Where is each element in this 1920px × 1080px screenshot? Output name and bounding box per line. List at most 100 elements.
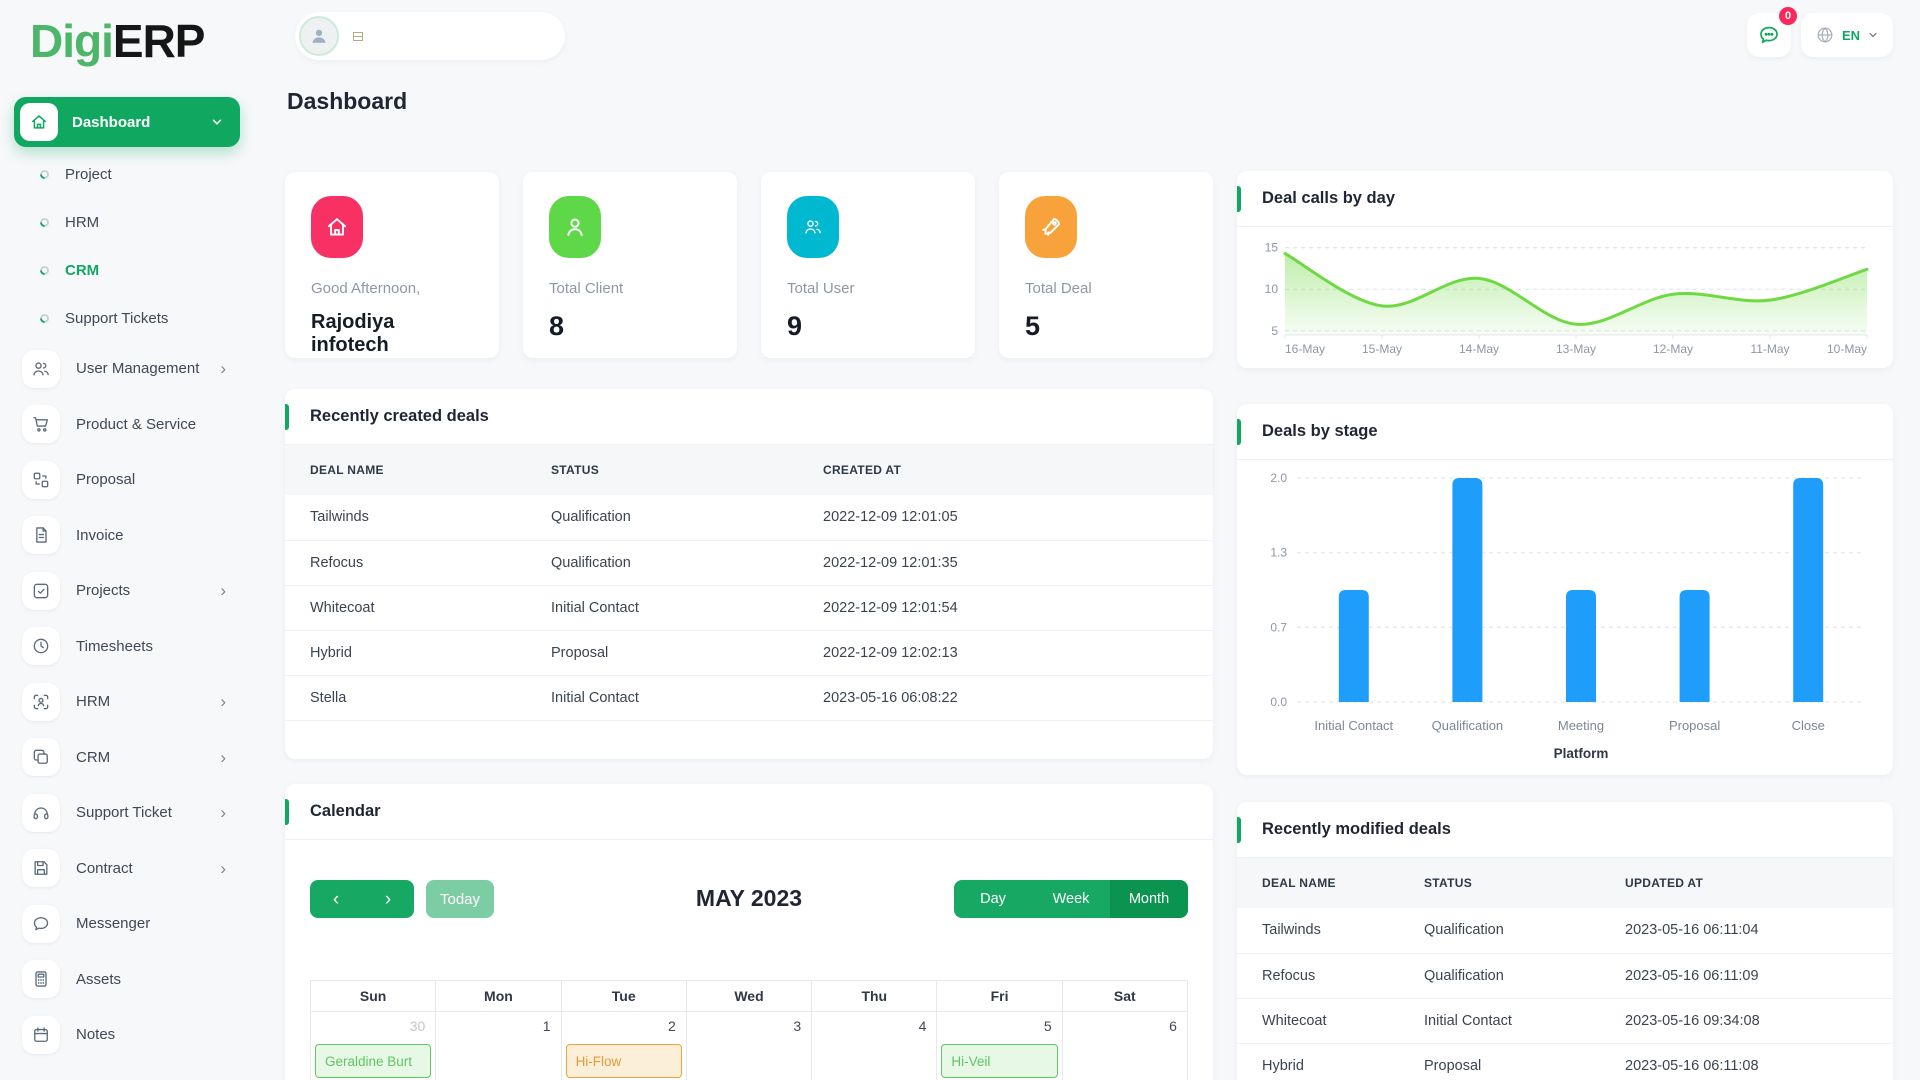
notes-icon xyxy=(22,1015,60,1054)
recently-modified-deals-card: Recently modified deals Deal name Status U… xyxy=(1237,802,1893,1080)
recently-created-deals-card: Recently created deals Deal name Status Cr… xyxy=(285,389,1213,759)
calendar-day-cell: 1 xyxy=(436,1012,562,1080)
calendar-toolbar: ‹ › Today MAY 2023 Day Week Month xyxy=(310,880,1188,918)
notification-badge: 0 xyxy=(1779,7,1797,25)
sidebar-subitem-label: HRM xyxy=(65,213,100,231)
chevron-right-icon: › xyxy=(220,747,226,767)
sidebar-item[interactable]: Messenger › xyxy=(0,896,262,952)
sidebar-item[interactable]: Contract › xyxy=(0,841,262,897)
logo-text-secondary: ERP xyxy=(112,15,206,67)
sidebar-item[interactable]: Invoice › xyxy=(0,508,262,564)
chevron-right-icon: › xyxy=(220,692,226,712)
calendar-day-cell: 3 xyxy=(687,1012,813,1080)
sidebar-item-label: Projects xyxy=(76,582,131,600)
day-header: Mon xyxy=(436,981,562,1011)
table-row[interactable]: Tailwinds Qualification 2022-12-09 12:01… xyxy=(285,495,1213,541)
day-header: Sat xyxy=(1113,988,1136,1004)
users-icon xyxy=(787,196,839,258)
language-selector[interactable]: EN xyxy=(1801,13,1893,57)
sidebar-item-label: HRM xyxy=(76,693,111,711)
updated-at-cell: 2023-05-16 06:11:04 xyxy=(1600,908,1893,954)
messages-button[interactable]: 0 xyxy=(1747,7,1797,57)
app-logo[interactable]: DigiERP xyxy=(30,14,206,68)
table-header-row: Deal name Status Created at xyxy=(285,445,1213,495)
day-number: 6 xyxy=(1169,1018,1177,1034)
day-number: 30 xyxy=(409,1018,426,1034)
company-logo-broken-image xyxy=(353,31,363,41)
timesheets-icon xyxy=(22,627,60,666)
recently-created-deals-table: Deal name Status Created at Tailwinds Qual… xyxy=(285,445,1213,721)
topbar-actions: 0 EN xyxy=(1747,7,1893,57)
updated-at-cell: 2023-05-16 09:34:08 xyxy=(1600,998,1893,1044)
column-header: Status xyxy=(526,445,798,495)
calendar-event[interactable]: Hi-Flow xyxy=(565,1044,682,1078)
status-cell: Qualification xyxy=(1399,908,1600,954)
sidebar-subitem[interactable]: Support Tickets xyxy=(0,294,262,342)
cart-icon xyxy=(22,405,60,444)
users-icon xyxy=(22,349,60,388)
table-row[interactable]: Refocus Qualification 2022-12-09 12:01:3… xyxy=(285,540,1213,586)
status-cell: Initial Contact xyxy=(1399,998,1600,1044)
invoice-icon xyxy=(22,516,60,555)
table-body: Tailwinds Qualification 2023-05-16 06:11… xyxy=(1237,908,1893,1080)
sidebar-item[interactable]: Assets › xyxy=(0,952,262,1008)
table-row[interactable]: Whitecoat Initial Contact 2023-05-16 09:… xyxy=(1237,998,1893,1044)
calendar-event[interactable]: Geraldine Burt xyxy=(315,1044,432,1078)
view-button[interactable]: Month xyxy=(1110,880,1188,918)
sidebar-item[interactable]: HRM › xyxy=(0,674,262,730)
svg-text:12-May: 12-May xyxy=(1653,342,1693,356)
calendar-event[interactable]: Hi-Veil xyxy=(941,1044,1058,1078)
globe-icon xyxy=(1815,25,1835,45)
svg-text:1.3: 1.3 xyxy=(1270,546,1287,560)
view-button[interactable]: Week xyxy=(1032,880,1110,918)
sidebar-subitem[interactable]: HRM xyxy=(0,198,262,246)
sidebar-item[interactable]: User Management › xyxy=(0,341,262,397)
profile-menu-button[interactable] xyxy=(295,12,565,60)
sidebar-item-label: Timesheets xyxy=(76,637,153,655)
sidebar-item-dashboard[interactable]: Dashboard xyxy=(14,97,240,147)
sidebar: DigiERP Dashboard Project HRM CRM xyxy=(0,0,262,1080)
stat-card: Total Client 8 xyxy=(523,172,737,358)
next-month-button[interactable]: › xyxy=(362,880,414,918)
calendar-week-row: 30 Geraldine Burt 1 2 Hi-Flow xyxy=(311,1012,1187,1080)
hrm-icon xyxy=(22,682,60,721)
crm-icon xyxy=(22,738,60,777)
deal-name-cell: Whitecoat xyxy=(1237,998,1399,1044)
today-button[interactable]: Today xyxy=(426,880,494,918)
calendar-day-cell: 2 Hi-Flow xyxy=(562,1012,687,1080)
sidebar-subitem[interactable]: CRM xyxy=(0,246,262,294)
status-cell: Proposal xyxy=(1399,1043,1600,1080)
svg-text:0.7: 0.7 xyxy=(1270,620,1287,634)
sidebar-subitem-label: CRM xyxy=(65,261,100,279)
bullet-icon xyxy=(38,167,51,181)
sidebar-item[interactable]: Projects › xyxy=(0,563,262,619)
table-row[interactable]: Hybrid Proposal 2023-05-16 06:11:08 xyxy=(1237,1043,1893,1080)
stat-card: Total Deal 5 xyxy=(999,172,1213,358)
sidebar-item[interactable]: Support Ticket › xyxy=(0,785,262,841)
table-row[interactable]: Refocus Qualification 2023-05-16 06:11:0… xyxy=(1237,953,1893,999)
sidebar-item[interactable]: Timesheets › xyxy=(0,619,262,675)
sidebar-item[interactable]: Notes › xyxy=(0,1007,262,1063)
svg-text:5: 5 xyxy=(1271,324,1278,338)
bullet-icon xyxy=(38,215,51,229)
sidebar-item-label: Proposal xyxy=(76,471,136,489)
calendar-day-cell: 30 Geraldine Burt xyxy=(311,1012,437,1080)
table-row[interactable]: Hybrid Proposal 2022-12-09 12:02:13 xyxy=(285,630,1213,676)
table-row[interactable]: Tailwinds Qualification 2023-05-16 06:11… xyxy=(1237,908,1893,954)
view-button[interactable]: Day xyxy=(954,880,1032,918)
avatar xyxy=(299,16,339,56)
deal-calls-by-day-card: Deal calls by day 15 10 5 16-May 15-May 14-M… xyxy=(1237,171,1893,368)
bullet-icon xyxy=(38,311,51,325)
sidebar-item[interactable]: Proposal › xyxy=(0,452,262,508)
sidebar-subitem[interactable]: Project xyxy=(0,150,262,198)
prev-month-button[interactable]: ‹ xyxy=(310,880,362,918)
table-row[interactable]: Stella Initial Contact 2023-05-16 06:08:… xyxy=(285,675,1213,721)
chevron-right-icon: › xyxy=(220,359,226,379)
event-label: Hi-Flow xyxy=(575,1053,622,1069)
table-row[interactable]: Whitecoat Initial Contact 2022-12-09 12:… xyxy=(285,585,1213,631)
sidebar-item[interactable]: CRM › xyxy=(0,730,262,786)
svg-text:Qualification: Qualification xyxy=(1432,718,1504,733)
sidebar-item[interactable]: Product & Service › xyxy=(0,397,262,453)
calendar-day-cell: 5 Hi-Veil xyxy=(937,1012,1063,1080)
chevron-right-icon: › xyxy=(220,803,226,823)
